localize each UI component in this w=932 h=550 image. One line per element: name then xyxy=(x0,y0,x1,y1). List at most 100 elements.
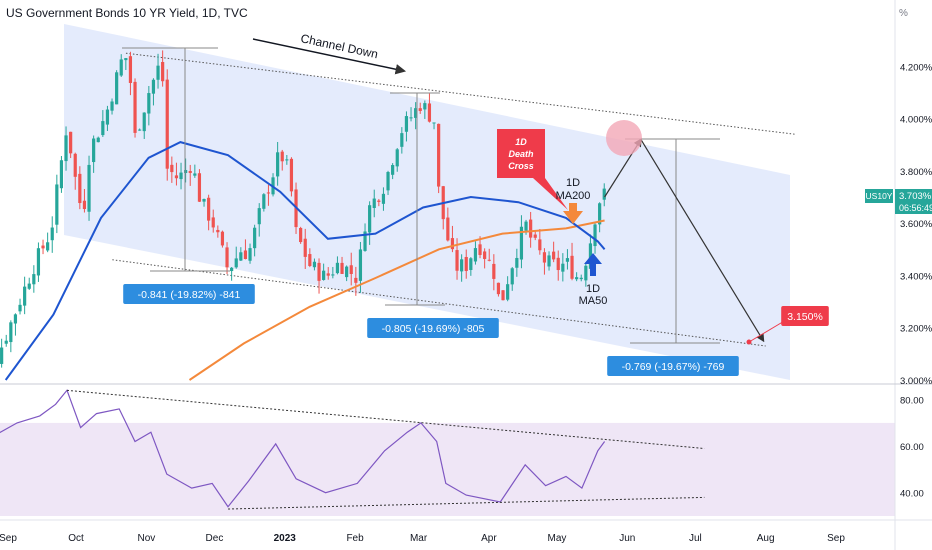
candle-body xyxy=(156,65,160,80)
y-tick-label: 3.200% xyxy=(900,324,932,335)
x-tick-label: Dec xyxy=(206,533,224,544)
price-pane xyxy=(0,24,796,381)
candle-body xyxy=(602,188,606,200)
candle-body xyxy=(73,153,77,177)
candle-body xyxy=(299,227,303,243)
candles xyxy=(0,50,606,368)
target-label: 3.150% xyxy=(787,311,823,323)
rsi-tick-label: 40.00 xyxy=(900,489,924,500)
candle-body xyxy=(165,79,169,169)
candle-body xyxy=(464,256,468,272)
candle-body xyxy=(69,131,73,154)
candle-body xyxy=(349,265,353,274)
ma200-label: MA200 xyxy=(556,190,591,202)
candle-body xyxy=(18,304,22,312)
candle-body xyxy=(450,238,455,250)
last-price-label: 3.703% xyxy=(899,191,932,202)
candle-body xyxy=(584,265,588,281)
candle-body xyxy=(496,282,501,295)
measure-label-1-box xyxy=(123,284,255,304)
candle-body xyxy=(193,173,197,176)
rsi-line xyxy=(0,389,606,508)
candle-body xyxy=(27,283,31,289)
measure-label-3: -0.769 (-19.67%) -769 xyxy=(622,361,725,373)
candle-body xyxy=(322,270,326,280)
candle-body xyxy=(317,262,321,281)
candle-body xyxy=(473,248,478,262)
candle-body xyxy=(82,200,87,210)
candle-body xyxy=(354,277,358,283)
candle-body xyxy=(487,259,491,261)
candle-body xyxy=(570,255,574,279)
candle-body xyxy=(386,172,390,191)
ma50-line xyxy=(4,141,606,381)
symbol-tag-box xyxy=(865,189,893,203)
x-tick-label: Oct xyxy=(68,533,84,544)
y-tick-label: 3.000% xyxy=(900,376,932,387)
candle-body xyxy=(368,205,372,233)
candle-body xyxy=(547,255,551,267)
y-tick-label: 3.400% xyxy=(900,271,932,282)
candle-body xyxy=(96,137,100,143)
candle-body xyxy=(478,244,482,255)
rsi-trendline-2 xyxy=(228,496,705,510)
candle-body xyxy=(308,254,312,266)
candle-body xyxy=(0,347,4,364)
rsi-tick-label: 80.00 xyxy=(900,396,924,407)
candle-body xyxy=(207,197,211,221)
death-cross-text-2: Death xyxy=(508,149,534,159)
candle-body xyxy=(529,219,533,238)
candle-body xyxy=(418,108,422,111)
candle-body xyxy=(220,231,225,246)
candle-body xyxy=(331,274,335,276)
x-tick-label: Jun xyxy=(619,533,635,544)
candle-body xyxy=(197,173,202,202)
ma200-label-tf: 1D xyxy=(566,177,580,189)
candle-body xyxy=(266,192,271,194)
candle-body xyxy=(46,242,50,251)
candle-body xyxy=(78,173,82,204)
candle-body xyxy=(55,184,59,225)
candle-body xyxy=(460,259,464,272)
candle-body xyxy=(253,227,257,249)
candle-body xyxy=(59,160,64,189)
ma50-label: MA50 xyxy=(579,295,608,307)
candle-body xyxy=(133,81,137,133)
x-tick-label: Apr xyxy=(481,533,497,544)
last-price-box xyxy=(895,189,932,214)
chart-title: US Government Bonds 10 YR Yield, 1D, TVC xyxy=(6,6,248,20)
candle-body xyxy=(64,135,68,162)
candle-body xyxy=(262,194,266,209)
x-tick-label: Sep xyxy=(0,533,17,544)
candle-body xyxy=(179,172,183,180)
candle-body xyxy=(101,121,105,136)
death-cross-text-3: Cross xyxy=(508,161,534,171)
candle-body xyxy=(170,164,174,173)
y-tick-label: 3.600% xyxy=(900,219,932,230)
candle-body xyxy=(50,227,54,241)
candle-body xyxy=(174,175,179,179)
candle-body xyxy=(23,286,27,306)
candle-body xyxy=(400,133,404,147)
candle-body xyxy=(501,290,505,301)
candle-body xyxy=(455,250,459,271)
axis-unit-label: % xyxy=(899,8,908,19)
candle-body xyxy=(87,164,91,212)
channel-lower-line xyxy=(112,259,766,347)
candle-body xyxy=(506,284,510,300)
candle-body xyxy=(92,138,96,163)
countdown-label: 06:56:49 xyxy=(899,203,932,213)
ma50-label-tf: 1D xyxy=(586,283,600,295)
candle-body xyxy=(427,103,432,122)
candle-body xyxy=(446,217,450,241)
channel-fill xyxy=(64,24,790,380)
candle-body xyxy=(147,93,151,114)
candle-body xyxy=(381,193,386,204)
candle-body xyxy=(184,170,188,174)
candle-body xyxy=(151,79,156,94)
candle-body xyxy=(202,199,206,202)
candle-body xyxy=(469,258,473,270)
candle-body xyxy=(276,152,280,177)
candle-body xyxy=(303,238,307,257)
